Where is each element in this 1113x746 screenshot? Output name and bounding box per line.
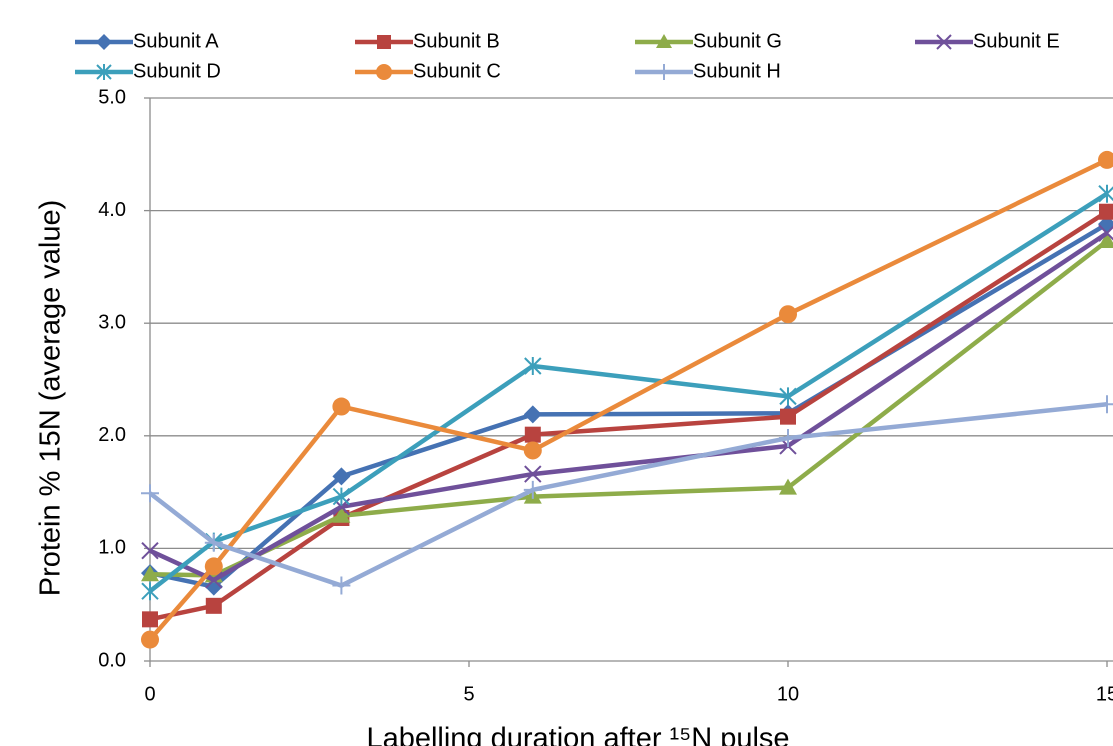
marker: [524, 465, 542, 483]
marker: [779, 478, 797, 495]
marker: [523, 441, 542, 460]
legend-label: Subunit G: [693, 30, 782, 52]
marker: [332, 506, 351, 523]
x-axis-title: Labelling duration after ¹⁵N pulse: [366, 723, 789, 746]
legend-marker: [656, 64, 672, 80]
x-tick-label: 10: [777, 683, 799, 705]
marker: [332, 467, 351, 486]
x-tick-label: 0: [144, 683, 155, 705]
series: [141, 150, 1113, 649]
y-tick-label: 5.0: [98, 86, 126, 108]
marker: [332, 576, 351, 595]
series-line: [149, 239, 1109, 578]
y-tick-label: 1.0: [98, 537, 126, 559]
y-tick-label: 2.0: [98, 424, 126, 446]
marker: [332, 487, 351, 506]
legend-label: Subunit C: [413, 60, 501, 82]
marker: [1098, 395, 1113, 414]
legend-marker: [377, 35, 391, 49]
marker: [204, 557, 223, 576]
y-axis-title: Protein % 15N (average value): [35, 200, 67, 597]
series: [142, 203, 1113, 628]
marker: [779, 387, 797, 406]
marker: [523, 405, 542, 424]
legend-label: Subunit D: [133, 60, 221, 82]
legend-label: Subunit B: [413, 30, 500, 52]
x-tick-label: 15: [1096, 683, 1113, 705]
marker: [141, 565, 159, 582]
series: [141, 184, 1113, 601]
marker: [141, 541, 159, 560]
marker: [779, 429, 797, 448]
legend-marker: [96, 34, 112, 50]
marker: [524, 426, 541, 443]
y-tick-label: 0.0: [98, 649, 126, 671]
y-tick-label: 3.0: [98, 311, 126, 333]
marker: [779, 305, 797, 324]
series-line: [148, 191, 1109, 593]
marker: [141, 582, 159, 601]
legend-label: Subunit A: [133, 30, 219, 52]
marker: [204, 533, 223, 552]
legend-label: Subunit E: [973, 30, 1060, 52]
marker: [141, 484, 159, 503]
marker: [1098, 224, 1113, 242]
legend-marker: [936, 34, 952, 50]
x-tick-label: 5: [463, 683, 474, 705]
series-line: [149, 231, 1109, 583]
legend-label: Subunit H: [693, 60, 781, 82]
series: [141, 395, 1113, 595]
marker: [1098, 150, 1113, 169]
legend-marker: [376, 64, 392, 80]
series: [141, 224, 1113, 589]
series-line: [148, 157, 1108, 642]
legend-marker: [96, 64, 112, 80]
series-line: [149, 209, 1109, 622]
marker: [332, 397, 351, 416]
marker: [1099, 203, 1113, 220]
marker: [524, 356, 542, 375]
y-tick-label: 4.0: [98, 199, 126, 221]
marker: [523, 480, 542, 499]
marker: [205, 597, 222, 614]
marker: [142, 611, 158, 628]
marker: [1098, 184, 1113, 203]
legend-marker: [656, 34, 672, 48]
series-line: [148, 402, 1108, 588]
marker: [780, 408, 796, 425]
marker: [141, 630, 159, 649]
